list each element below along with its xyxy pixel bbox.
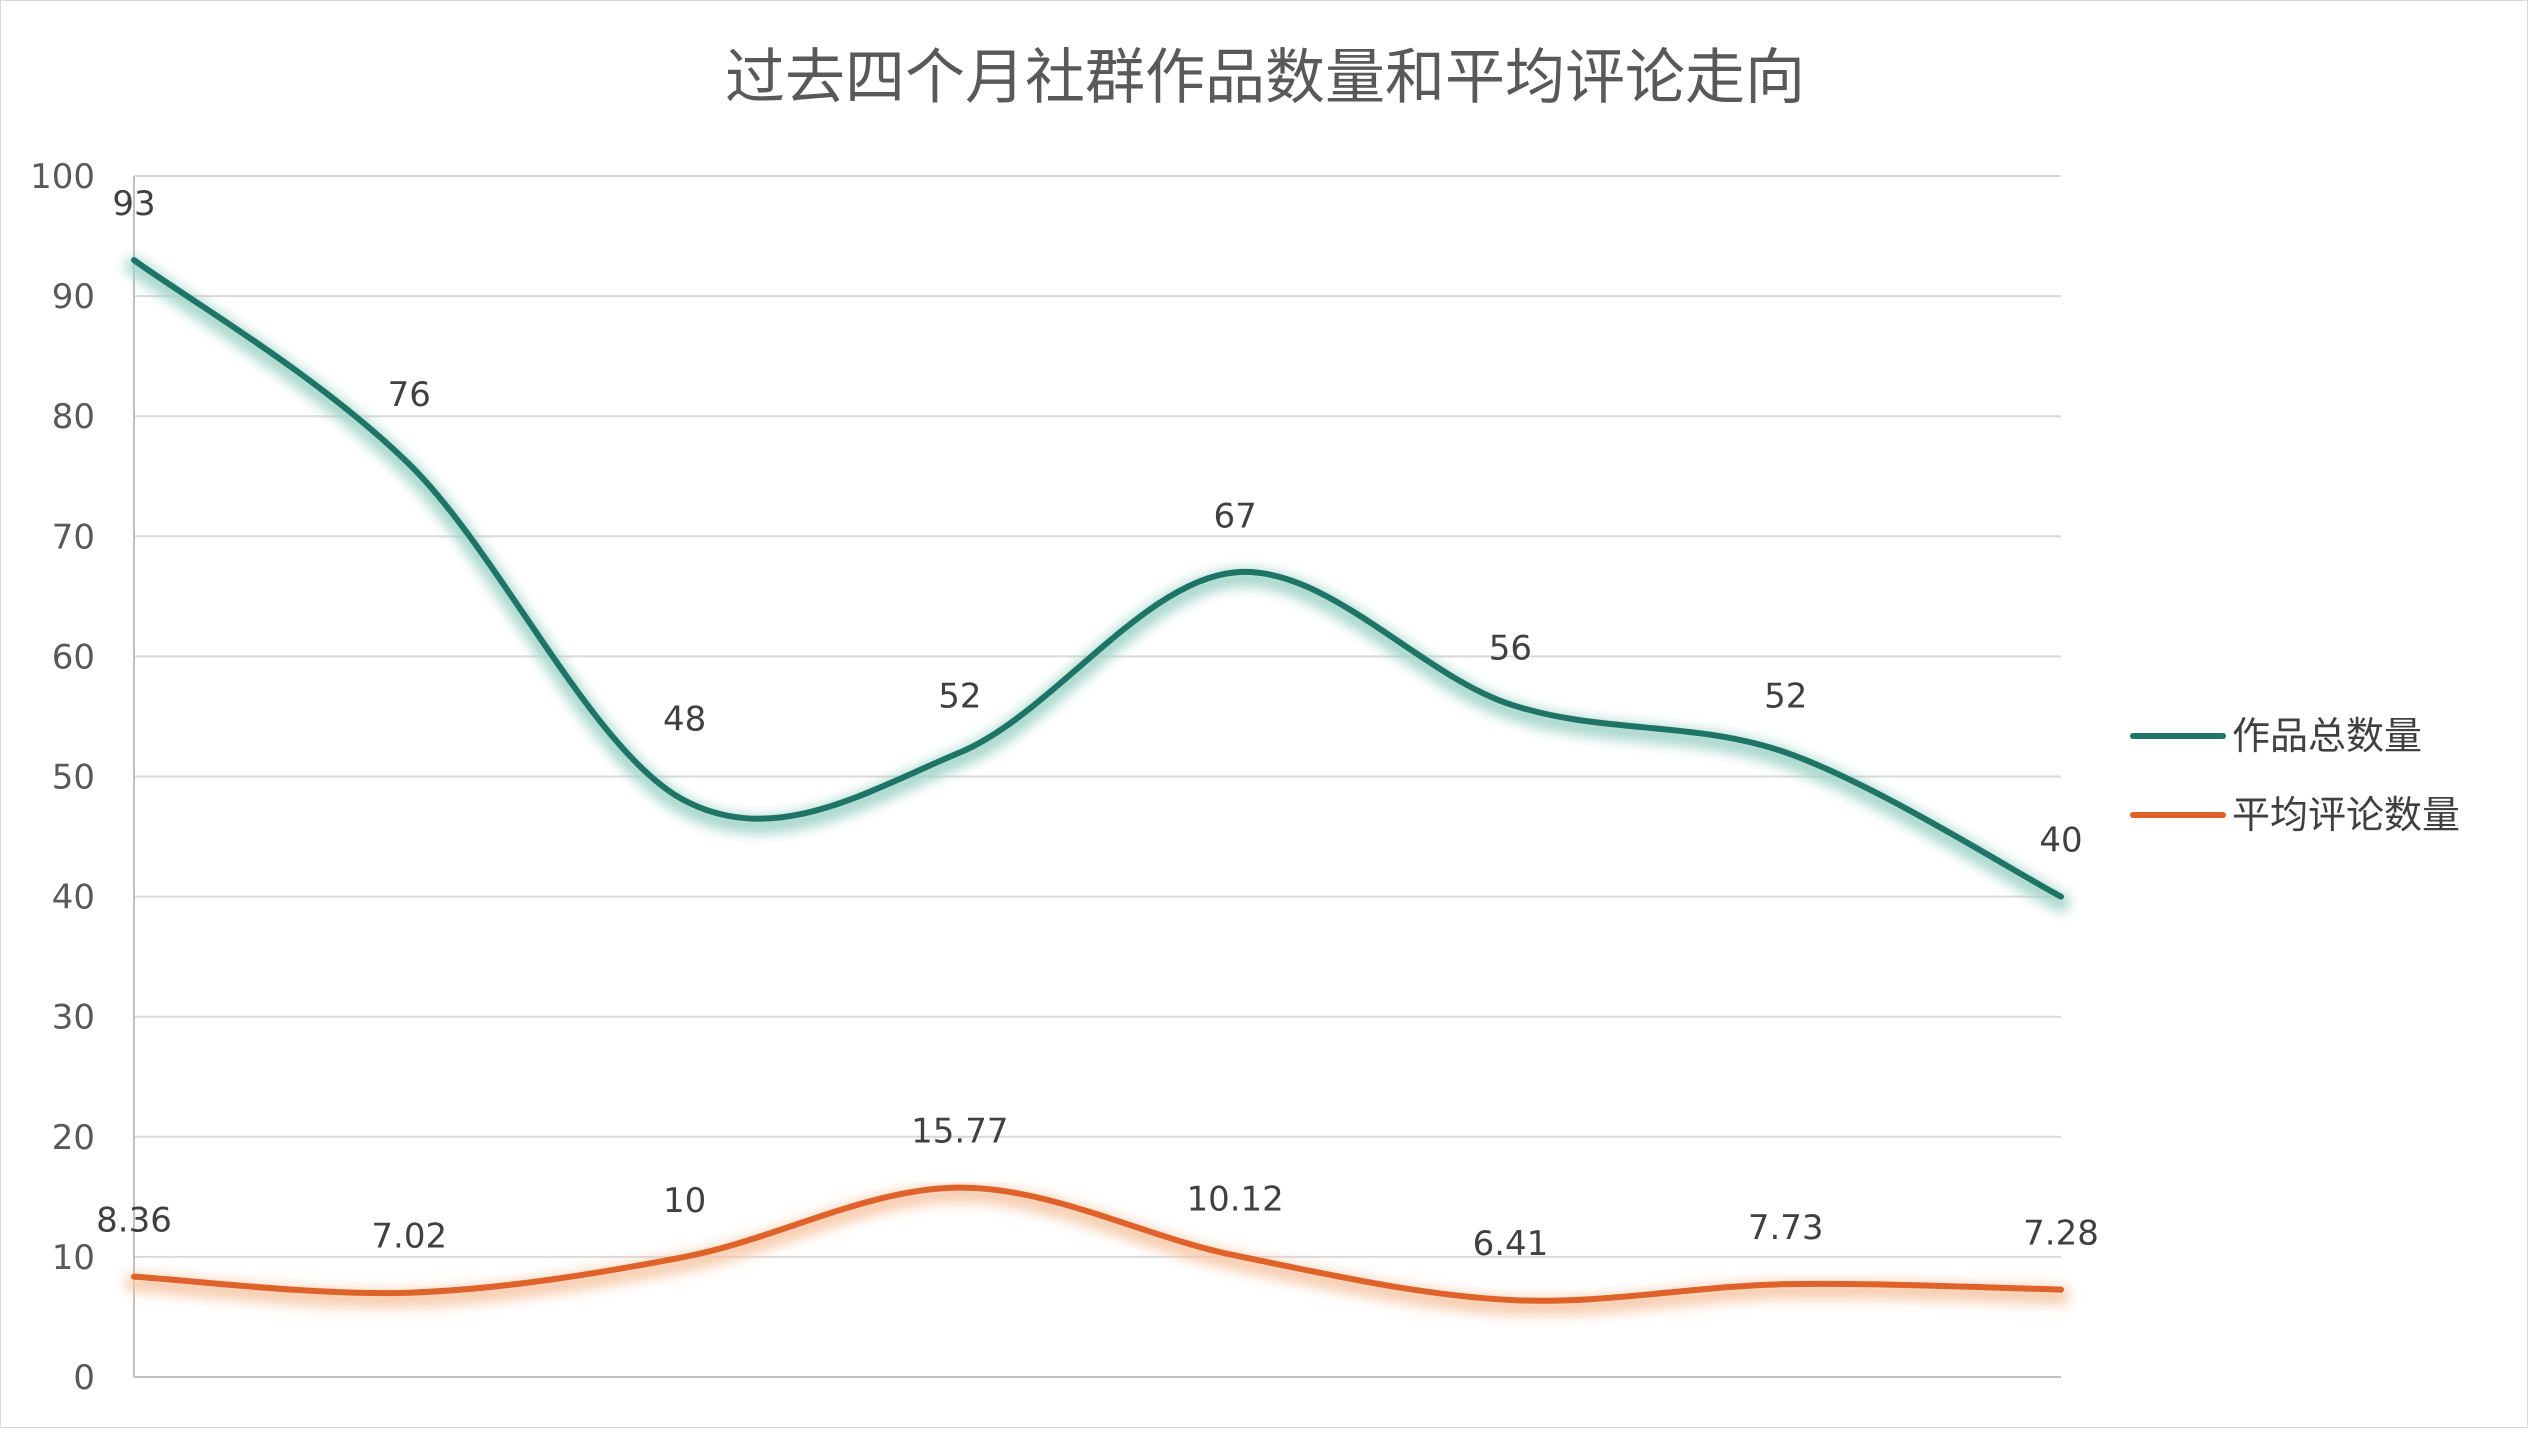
data-label-1-2: 10 — [663, 1181, 706, 1221]
y-tick-label-60: 60 — [52, 637, 95, 677]
data-label-1-7: 7.28 — [2023, 1214, 2099, 1254]
series-0 — [125, 257, 2070, 912]
data-label-0-3: 52 — [938, 676, 981, 716]
data-label-0-7: 40 — [2039, 821, 2082, 861]
y-tick-label-20: 20 — [52, 1118, 95, 1158]
legend-label-avg-comments: 平均评论数量 — [2232, 793, 2460, 837]
data-label-0-6: 52 — [1764, 676, 1807, 716]
y-tick-label-10: 10 — [52, 1238, 95, 1278]
data-label-1-0: 8.36 — [96, 1201, 172, 1241]
legend-item-total-works[interactable]: 作品总数量 — [2130, 714, 2422, 758]
data-label-0-4: 67 — [1214, 496, 1257, 536]
gridlines — [134, 175, 2061, 1258]
series-line-0[interactable] — [131, 257, 2064, 900]
data-label-0-2: 48 — [663, 700, 706, 740]
series-1 — [125, 1184, 2070, 1316]
y-tick-label-0: 0 — [73, 1358, 95, 1398]
y-tick-label-80: 80 — [52, 397, 95, 437]
data-label-1-3: 15.77 — [911, 1112, 1008, 1152]
series-line-1[interactable] — [131, 1184, 2064, 1304]
y-tick-label-40: 40 — [52, 878, 95, 918]
legend-label-total-works: 作品总数量 — [2232, 714, 2422, 758]
data-label-1-1: 7.02 — [371, 1217, 447, 1257]
data-label-1-4: 10.12 — [1186, 1179, 1283, 1219]
legend: 作品总数量 平均评论数量 — [2130, 714, 2460, 837]
data-label-0-1: 76 — [388, 375, 431, 415]
y-tick-label-90: 90 — [52, 277, 95, 317]
y-tick-label-30: 30 — [52, 998, 95, 1038]
series-lines — [125, 257, 2070, 1316]
data-label-1-5: 6.41 — [1473, 1224, 1549, 1264]
data-label-0-5: 56 — [1489, 628, 1532, 668]
chart-title: 过去四个月社群作品数量和平均评论走向 — [725, 43, 1805, 113]
legend-item-avg-comments[interactable]: 平均评论数量 — [2130, 793, 2460, 837]
data-label-1-6: 7.73 — [1748, 1208, 1824, 1248]
data-label-0-0: 93 — [112, 184, 155, 224]
data-labels: 93 76 48 52 67 56 52 40 8.36 7.02 10 15.77 10.12 6.41… — [96, 184, 2099, 1264]
series-glow-0 — [125, 257, 2070, 912]
y-tick-label-50: 50 — [52, 758, 95, 798]
series-glow-1 — [125, 1184, 2070, 1316]
y-tick-label-70: 70 — [52, 517, 95, 557]
y-tick-label-100: 100 — [30, 157, 95, 197]
y-axis-ticks: 0 10 20 30 40 50 60 70 80 90 100 — [30, 157, 95, 1398]
